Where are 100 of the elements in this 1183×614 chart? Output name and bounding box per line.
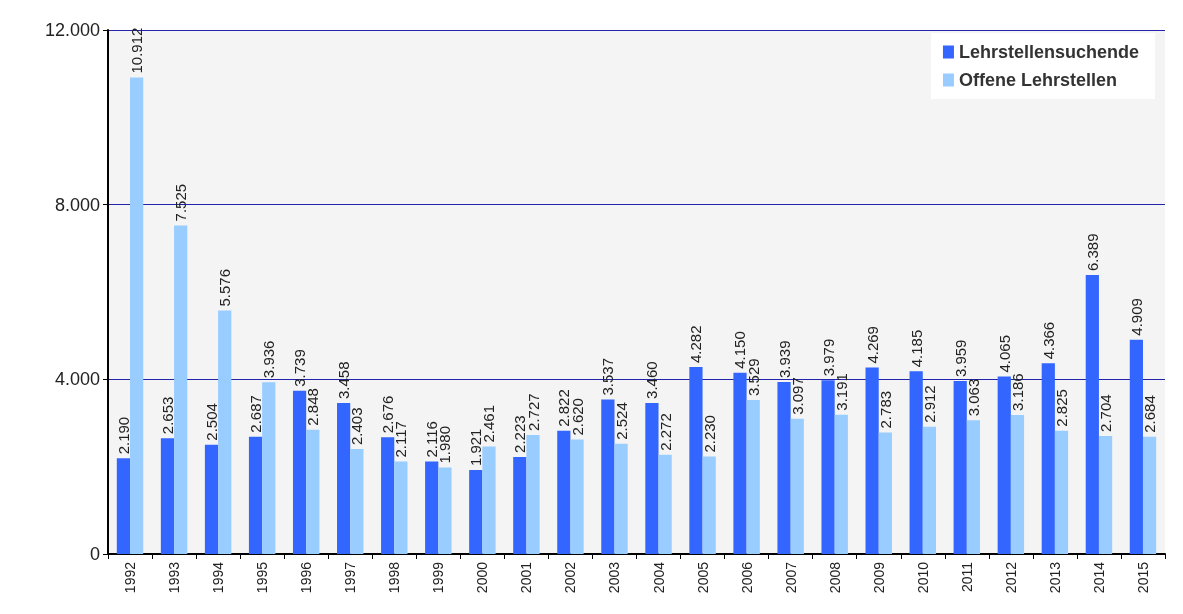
data-label: 3.063 [964,378,982,417]
bar [922,426,936,554]
x-tick-label: 1994 [210,561,227,594]
data-label: 4.269 [863,326,881,364]
x-tick-label: 2001 [518,561,535,594]
bar [966,420,981,554]
bar [381,437,395,554]
x-tick-label: 2005 [694,561,711,594]
bar [878,432,892,554]
bar [1085,275,1099,554]
legend-label: Lehrstellensuchende [958,42,1140,62]
bar [1010,414,1025,554]
bar [174,225,188,554]
bar [306,429,320,554]
bar [1129,339,1143,554]
data-label: 2.230 [700,415,718,453]
bar [834,414,848,554]
data-label: 4.366 [1039,321,1057,360]
x-tick-label: 2014 [1090,561,1107,594]
legend-label: Offene Lehrstellen [958,70,1117,90]
bar [160,438,175,554]
data-label: 2.783 [876,390,894,429]
data-label: 2.272 [656,413,674,451]
bar [116,458,131,554]
bar [658,454,672,554]
x-tick-label: 1996 [298,561,315,594]
data-label: 7.525 [172,183,190,222]
x-tick-label: 2006 [738,561,755,594]
bar [865,367,879,554]
data-label: 5.576 [216,268,234,307]
bar [350,449,364,554]
x-tick-label: 2002 [562,561,579,594]
bar [614,443,628,554]
x-tick-label: 2010 [914,561,931,594]
data-label: 3.739 [291,349,309,387]
bar [438,467,452,554]
x-tick-label: 1997 [342,561,359,594]
data-label: 3.936 [260,340,278,379]
data-label: 2.687 [247,395,265,433]
y-tick-label: 12.000 [44,20,100,40]
x-tick-label: 2011 [958,561,975,593]
data-label: 3.097 [788,377,806,415]
x-tick-label: 2004 [650,561,667,594]
bar [204,444,219,554]
bar [601,399,615,554]
data-label: 2.504 [203,403,220,441]
data-label: 2.912 [920,385,938,423]
bar [790,418,804,554]
bar [777,382,791,554]
data-label: 3.959 [951,339,969,378]
data-label: 3.186 [1008,373,1026,411]
bar [997,376,1011,554]
bar [702,456,716,554]
x-tick-label: 2007 [782,561,799,594]
bar [218,310,232,554]
bar [1041,363,1055,554]
bar [394,461,408,554]
bar [526,434,540,554]
bar [513,456,527,554]
bar [482,446,496,554]
data-label: 2.848 [304,388,322,426]
x-tick-label: 2009 [870,561,887,594]
bar [1142,436,1157,554]
x-tick-label: 2003 [606,561,623,594]
bar [821,380,835,554]
y-tick-label: 0 [89,544,100,564]
y-tick-label: 8.000 [54,194,100,215]
bar [570,439,584,554]
bar [248,436,263,554]
bar [262,382,276,554]
bar [292,390,307,554]
bar [689,367,703,554]
x-tick-label: 2008 [826,561,843,594]
x-tick-label: 1995 [254,561,271,594]
bar [1098,435,1113,554]
bar [337,403,351,554]
data-label: 2.403 [348,407,366,446]
data-label: 2.684 [1141,395,1159,433]
x-tick-label: 1992 [122,561,139,594]
x-tick-label: 2013 [1046,561,1063,594]
bar [953,381,967,554]
data-label: 4.909 [1127,298,1145,336]
x-tick-label: 1993 [166,561,183,594]
data-label: 2.190 [114,416,132,455]
data-label: 3.939 [775,340,793,378]
data-label: 2.704 [1097,394,1115,432]
bar [557,430,571,554]
bar [909,371,923,554]
data-label: 3.458 [335,361,353,399]
data-label: 4.282 [687,325,705,364]
bar [746,399,760,554]
data-label: 3.537 [599,358,617,396]
y-tick-label: 4.000 [54,369,100,390]
data-label: 3.460 [643,361,661,399]
bar [645,402,659,554]
bar [733,372,747,554]
data-label: 4.065 [995,334,1013,373]
bar [130,77,144,554]
data-label: 3.979 [819,338,837,377]
data-label: 2.524 [612,402,630,440]
